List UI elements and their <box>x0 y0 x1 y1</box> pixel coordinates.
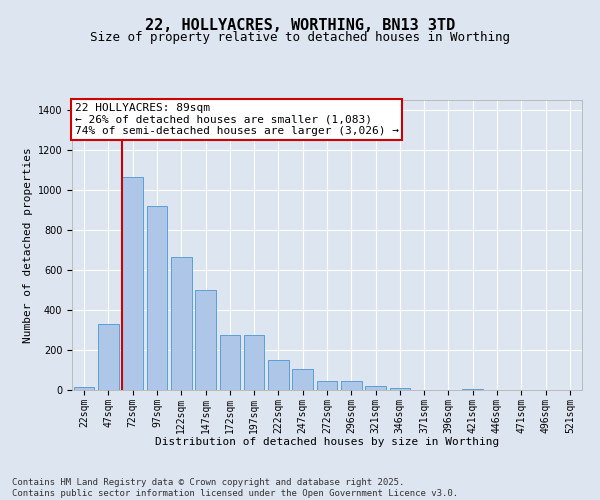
Bar <box>146 206 167 390</box>
Text: 22 HOLLYACRES: 89sqm
← 26% of detached houses are smaller (1,083)
74% of semi-de: 22 HOLLYACRES: 89sqm ← 26% of detached h… <box>74 103 398 136</box>
Bar <box>195 290 216 390</box>
Bar <box>365 386 386 390</box>
Bar <box>389 388 410 390</box>
Bar <box>220 335 240 390</box>
Y-axis label: Number of detached properties: Number of detached properties <box>23 147 34 343</box>
Bar <box>292 369 313 390</box>
X-axis label: Distribution of detached houses by size in Worthing: Distribution of detached houses by size … <box>155 437 499 447</box>
Bar <box>74 387 94 390</box>
Bar <box>268 360 289 390</box>
Bar <box>122 177 143 390</box>
Text: 22, HOLLYACRES, WORTHING, BN13 3TD: 22, HOLLYACRES, WORTHING, BN13 3TD <box>145 18 455 32</box>
Bar <box>98 324 119 390</box>
Bar <box>463 389 483 390</box>
Bar <box>341 381 362 390</box>
Text: Contains HM Land Registry data © Crown copyright and database right 2025.
Contai: Contains HM Land Registry data © Crown c… <box>12 478 458 498</box>
Bar <box>244 335 265 390</box>
Bar <box>317 381 337 390</box>
Text: Size of property relative to detached houses in Worthing: Size of property relative to detached ho… <box>90 31 510 44</box>
Bar <box>171 257 191 390</box>
